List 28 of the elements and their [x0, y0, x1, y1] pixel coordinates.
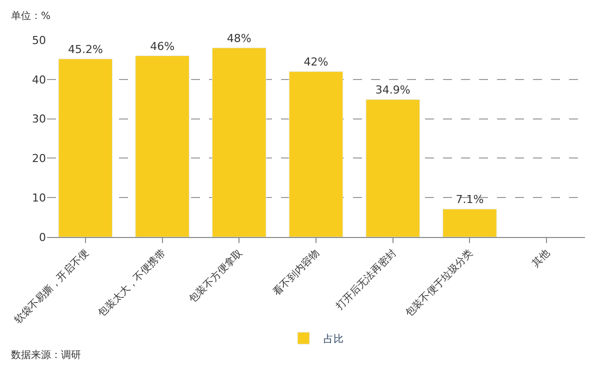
x-tick-label: 软袋不易撕，开启不便	[12, 247, 92, 326]
x-tick-label: 看不到内容物	[270, 247, 322, 298]
x-tick-label: 包装不方便拿取	[186, 247, 245, 306]
x-tick-label: 包装太大，不便携带	[96, 247, 168, 320]
bar	[288, 71, 344, 237]
data-label: 42%	[304, 56, 328, 69]
bar	[135, 56, 190, 237]
y-tick-label: 30	[32, 112, 46, 126]
text: 单位：%	[11, 10, 51, 22]
data-label: 48%	[226, 32, 252, 45]
x-tick-label: 打开后无法再密封	[332, 247, 399, 313]
bar	[442, 208, 497, 237]
y-tick-label: 40	[32, 73, 46, 86]
legend-label: 占比	[324, 333, 344, 346]
y-tick-label: 10	[32, 191, 46, 204]
y-tick-label: 20	[32, 152, 46, 166]
x-tick-label: 其他	[530, 247, 552, 270]
x-tick-label: 包装不便于垃圾分类	[403, 247, 476, 320]
bar	[212, 48, 266, 237]
data-label: 7.1%	[456, 193, 484, 206]
data-label: 34.9%	[375, 83, 410, 96]
bar	[366, 99, 420, 237]
data-label: 46%	[150, 40, 175, 53]
y-tick-label: 0	[39, 230, 46, 244]
data-label: 45.2%	[68, 42, 103, 56]
y-tick-label: 50	[32, 34, 46, 47]
source-note: 数据来源：调研	[11, 349, 81, 361]
bar	[58, 58, 113, 237]
